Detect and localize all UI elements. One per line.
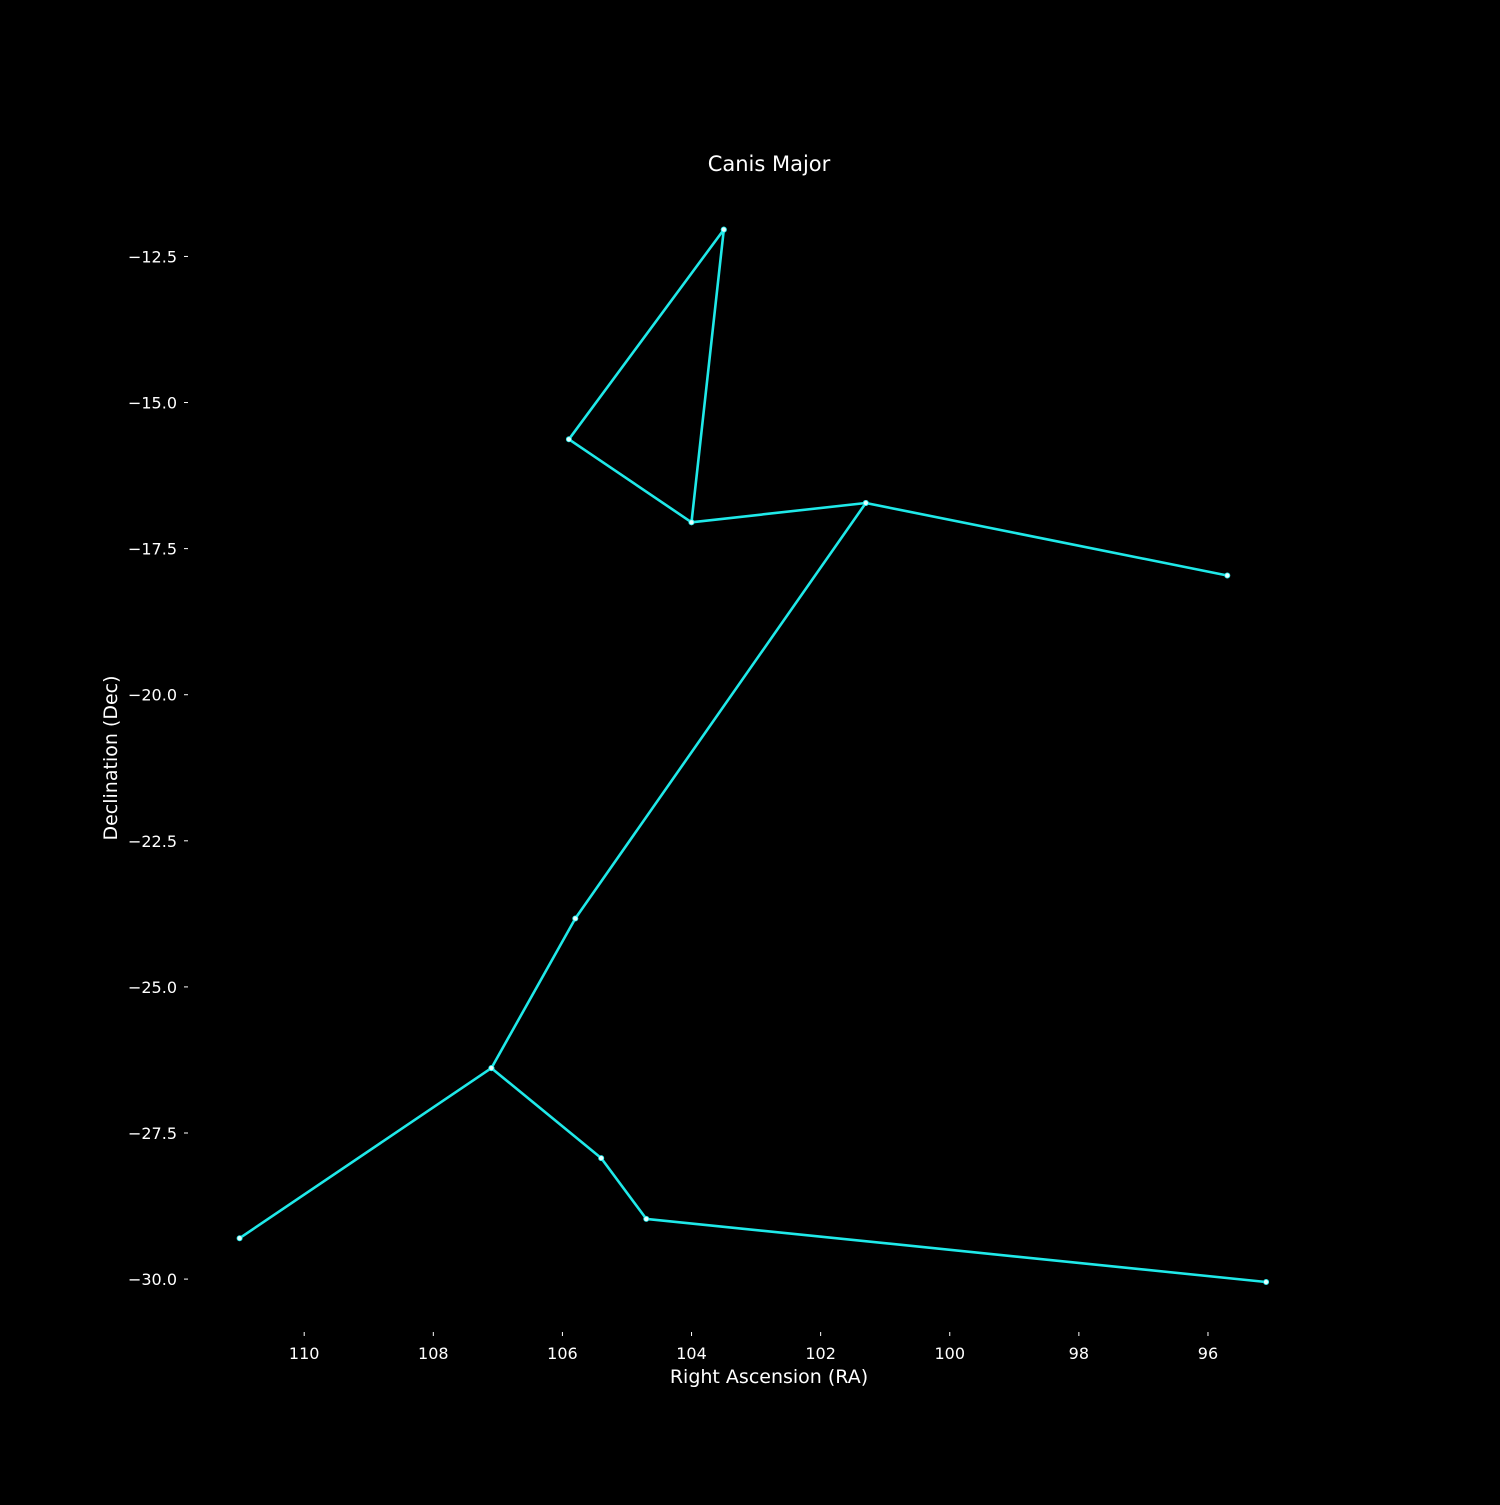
x-axis-label: Right Ascension (RA) xyxy=(670,1366,868,1388)
y-tick-label: −12.5 xyxy=(128,247,177,266)
x-tick-label: 108 xyxy=(418,1344,449,1363)
x-tick-label: 110 xyxy=(289,1344,320,1363)
y-axis-label: Declination (Dec) xyxy=(100,675,122,840)
y-tick-label: −30.0 xyxy=(128,1270,177,1289)
y-tick-label: −27.5 xyxy=(128,1124,177,1143)
y-tick-label: −17.5 xyxy=(128,540,177,559)
star-point xyxy=(643,1215,650,1222)
points-layer xyxy=(236,226,1270,1286)
star-point xyxy=(565,436,572,443)
star-point xyxy=(720,226,727,233)
y-tick-label: −25.0 xyxy=(128,978,177,997)
x-tick-label: 98 xyxy=(1069,1344,1089,1363)
x-tick-label: 106 xyxy=(547,1344,578,1363)
star-point xyxy=(862,499,869,506)
star-point xyxy=(1224,572,1231,579)
y-tick-label: −20.0 xyxy=(128,686,177,705)
series-layer xyxy=(238,228,1267,1284)
series-line-3 xyxy=(490,502,867,1069)
x-tick-label: 100 xyxy=(934,1344,965,1363)
star-point xyxy=(598,1155,605,1162)
star-point xyxy=(236,1235,243,1242)
x-tick-label: 96 xyxy=(1198,1344,1218,1363)
star-point xyxy=(1263,1279,1270,1286)
x-tick-label: 102 xyxy=(805,1344,836,1363)
chart-title: Canis Major xyxy=(708,152,831,176)
star-point xyxy=(488,1065,495,1072)
y-tick-label: −15.0 xyxy=(128,394,177,413)
y-axis: −12.5 −15.0 −17.5 −20.0 −22.5 −25.0 −27.5 −30.0 xyxy=(128,247,188,1289)
series-line-4 xyxy=(238,1066,1267,1284)
series-line-2 xyxy=(691,501,1228,577)
y-tick-label: −22.5 xyxy=(128,832,177,851)
star-point xyxy=(688,519,695,526)
x-axis: 110 108 106 104 102 100 98 96 xyxy=(289,1332,1218,1363)
x-tick-label: 104 xyxy=(676,1344,707,1363)
star-point xyxy=(572,915,579,922)
series-line-1 xyxy=(567,228,726,524)
